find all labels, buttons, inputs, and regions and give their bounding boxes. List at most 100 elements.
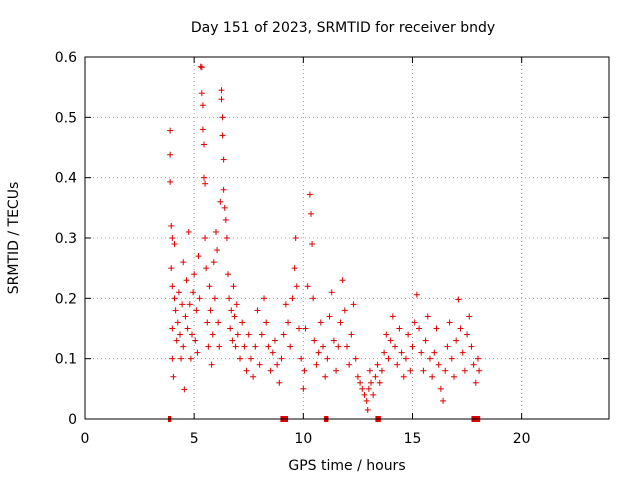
data-point	[464, 331, 471, 338]
data-point	[304, 283, 311, 290]
data-point	[231, 313, 238, 320]
data-point	[202, 235, 209, 241]
data-point	[437, 385, 444, 392]
data-point	[278, 355, 285, 362]
data-point	[219, 114, 226, 121]
y-tick-label: 0.1	[55, 352, 77, 368]
data-point	[298, 355, 305, 362]
data-point	[269, 349, 276, 356]
data-point	[326, 313, 333, 320]
data-point	[220, 186, 227, 193]
data-point	[330, 337, 337, 344]
data-point	[472, 379, 479, 386]
data-point	[258, 331, 265, 338]
data-point	[200, 174, 207, 181]
data-point	[213, 228, 219, 235]
data-point	[333, 367, 340, 374]
data-point	[232, 343, 239, 350]
data-point	[191, 271, 198, 278]
data-point	[183, 277, 190, 284]
data-point	[186, 301, 193, 308]
data-point	[220, 156, 227, 163]
y-tick-label: 0.6	[55, 50, 77, 66]
data-point	[394, 361, 401, 368]
data-point	[274, 361, 281, 368]
data-point	[307, 210, 314, 217]
data-point	[416, 325, 423, 332]
data-point	[171, 241, 178, 248]
data-point	[233, 301, 240, 308]
data-point	[354, 373, 361, 380]
data-point	[214, 247, 221, 254]
data-point	[364, 406, 371, 413]
data-point	[171, 295, 178, 302]
data-point	[350, 301, 357, 308]
data-point	[202, 180, 209, 187]
data-point	[293, 283, 300, 290]
data-point	[167, 151, 174, 158]
data-point	[317, 319, 324, 326]
data-point	[254, 307, 261, 314]
data-point	[429, 373, 436, 380]
data-point	[363, 397, 370, 404]
data-point	[167, 178, 174, 185]
data-point	[168, 265, 175, 272]
data-point	[179, 301, 186, 308]
data-point	[444, 343, 451, 350]
data-point	[366, 367, 373, 374]
data-point	[195, 253, 202, 260]
data-point	[227, 325, 234, 332]
data-point	[173, 337, 180, 344]
data-point	[197, 63, 204, 70]
data-point	[470, 361, 477, 368]
data-point	[301, 367, 308, 374]
data-point	[313, 361, 320, 368]
data-point	[178, 355, 185, 362]
y-tick-label: 0.2	[55, 291, 77, 307]
chart-title: Day 151 of 2023, SRMTID for receiver bnd…	[191, 20, 495, 36]
y-tick-label: 0	[68, 412, 77, 428]
data-point	[228, 307, 235, 314]
data-point	[247, 355, 254, 362]
data-point	[405, 331, 412, 338]
data-point	[243, 367, 250, 374]
data-point	[468, 343, 475, 350]
data-point	[222, 216, 229, 223]
data-point	[199, 126, 206, 133]
data-point	[378, 367, 385, 374]
data-point	[385, 355, 392, 362]
data-point	[184, 325, 191, 332]
data-point	[169, 283, 176, 290]
data-point	[411, 319, 418, 326]
data-point	[315, 349, 322, 356]
data-point	[182, 313, 189, 320]
data-point	[341, 307, 348, 314]
data-point	[207, 307, 214, 314]
data-point	[198, 64, 205, 71]
data-point	[252, 343, 259, 350]
data-point	[335, 343, 342, 350]
data-point	[271, 337, 278, 344]
data-point	[218, 87, 225, 94]
data-point	[216, 343, 223, 350]
data-point	[169, 235, 176, 241]
data-point	[172, 307, 179, 314]
data-point	[402, 355, 409, 362]
data-point	[215, 319, 222, 326]
data-point	[337, 319, 344, 326]
data-point	[310, 295, 317, 302]
data-point	[276, 379, 283, 386]
data-point	[476, 367, 483, 374]
data-point	[466, 313, 473, 320]
data-point	[459, 349, 466, 356]
data-point	[256, 361, 263, 368]
data-point	[475, 355, 481, 362]
data-point	[440, 397, 447, 404]
data-point	[190, 289, 197, 296]
data-point	[245, 331, 252, 338]
data-point	[237, 355, 244, 362]
data-point	[346, 361, 353, 368]
data-point	[398, 349, 405, 356]
x-tick-label: 15	[404, 431, 422, 447]
